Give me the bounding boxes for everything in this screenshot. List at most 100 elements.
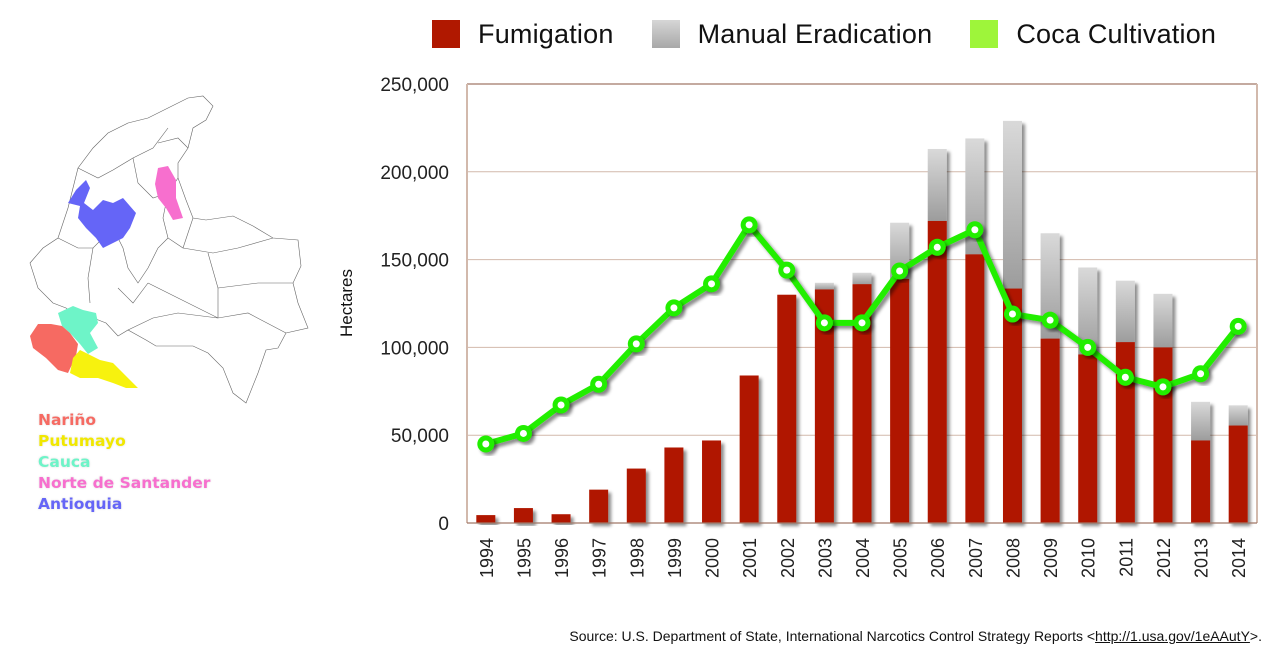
x-tick-label: 2011 bbox=[1116, 538, 1136, 577]
source-prefix: Source: U.S. Department of State, Intern… bbox=[569, 628, 1096, 644]
coca-point-2000 bbox=[703, 275, 721, 293]
x-tick-label: 2008 bbox=[1003, 538, 1023, 578]
bar-stack-2014 bbox=[1228, 405, 1248, 523]
map-outline bbox=[29, 95, 309, 404]
coca-point-2005 bbox=[891, 262, 909, 280]
bar-stack-2006 bbox=[927, 148, 947, 523]
bar-fumigation bbox=[1115, 342, 1135, 523]
coca-point-2013 bbox=[1192, 365, 1210, 383]
bar-fumigation bbox=[1078, 354, 1098, 523]
plot-frame bbox=[466, 83, 1258, 524]
coca-point-center bbox=[1121, 373, 1129, 381]
x-axis-ticks: 1994 1995 1996 1997 1998 1999 2000 2001 2002 2003… bbox=[477, 538, 1249, 578]
region-cauca bbox=[58, 306, 98, 354]
legend-item-manual-eradication: Manual Eradication bbox=[651, 18, 933, 50]
map-legend-narino: Nariño bbox=[38, 411, 97, 429]
bar-stack-2008 bbox=[1002, 120, 1022, 523]
bar-stack-2010 bbox=[1078, 267, 1098, 523]
region-antioquia bbox=[68, 180, 136, 248]
coca-point-center bbox=[971, 226, 979, 234]
coca-point-1995 bbox=[514, 424, 532, 442]
y-tick-label: 200,000 bbox=[380, 163, 449, 184]
y-tick-label: 50,000 bbox=[391, 426, 449, 447]
bar-stack-1997 bbox=[589, 489, 609, 523]
coca-point-1999 bbox=[665, 299, 683, 317]
bar-stack-1994 bbox=[476, 515, 496, 523]
coca-point-center bbox=[896, 267, 904, 275]
bar-stack-2000 bbox=[702, 440, 722, 523]
legend-label: Manual Eradication bbox=[697, 18, 933, 49]
bar-stack-2009 bbox=[1040, 233, 1060, 523]
bar-stack-1998 bbox=[626, 468, 646, 523]
x-tick-label: 1999 bbox=[665, 538, 685, 578]
coca-point-2011 bbox=[1116, 368, 1134, 386]
coca-point-2007 bbox=[966, 221, 984, 239]
y-tick-label: 100,000 bbox=[380, 338, 449, 359]
x-tick-label: 2005 bbox=[891, 538, 911, 578]
map-legend-antioquia: Antioquia bbox=[38, 495, 123, 513]
y-tick-label: 150,000 bbox=[380, 251, 449, 272]
colombia-map bbox=[29, 95, 309, 404]
x-tick-label: 1996 bbox=[552, 538, 572, 578]
legend-item-coca-cultivation: Coca Cultivation bbox=[970, 19, 1216, 50]
bar-stack-2003 bbox=[814, 282, 834, 523]
bar-stack-2001 bbox=[739, 375, 759, 523]
y-tick-label: 250,000 bbox=[380, 75, 449, 96]
bar-stack-2004 bbox=[852, 272, 872, 523]
y-axis-ticks: 0 50,000 100,000 150,000 200,000 250,000 bbox=[380, 75, 449, 535]
coca-point-center bbox=[670, 304, 678, 312]
bar-fumigation bbox=[589, 489, 609, 523]
bar-fumigation bbox=[626, 468, 646, 523]
coca-point-2008 bbox=[1003, 305, 1021, 323]
bar-manual-eradication bbox=[814, 282, 834, 290]
coca-point-center bbox=[482, 440, 490, 448]
coca-point-center bbox=[1234, 322, 1242, 330]
coca-point-2006 bbox=[928, 238, 946, 256]
bar-manual-eradication bbox=[1078, 267, 1098, 355]
coca-point-center bbox=[519, 429, 527, 437]
coca-point-center bbox=[1046, 316, 1054, 324]
bar-stack-1995 bbox=[513, 508, 533, 523]
bar-fumigation bbox=[513, 508, 533, 523]
coca-point-center bbox=[557, 401, 565, 409]
coca-point-center bbox=[632, 340, 640, 348]
coca-point-1994 bbox=[477, 435, 495, 453]
legend-swatch-fumigation bbox=[432, 20, 460, 48]
bar-fumigation bbox=[1153, 347, 1173, 523]
source-link[interactable]: http://1.usa.gov/1eAAutY bbox=[1095, 628, 1250, 644]
bar-stack-1999 bbox=[664, 447, 684, 523]
source-note: Source: U.S. Department of State, Intern… bbox=[569, 628, 1262, 644]
bar-fumigation bbox=[1228, 425, 1248, 523]
x-tick-label: 1994 bbox=[477, 538, 497, 578]
coca-point-center bbox=[1197, 370, 1205, 378]
bar-fumigation bbox=[476, 515, 496, 523]
y-axis-label: Hectares bbox=[337, 269, 356, 337]
bar-manual-eradication bbox=[1002, 120, 1022, 289]
bar-fumigation bbox=[927, 220, 947, 523]
x-tick-label: 2010 bbox=[1079, 538, 1099, 578]
legend-swatch-coca-cultivation bbox=[970, 20, 999, 48]
bar-fumigation bbox=[739, 375, 759, 523]
x-tick-label: 2003 bbox=[815, 538, 835, 578]
coca-point-2012 bbox=[1154, 378, 1172, 396]
bar-fumigation bbox=[702, 440, 722, 523]
coca-point-2002 bbox=[778, 261, 796, 279]
x-tick-label: 2006 bbox=[928, 538, 948, 578]
coca-point-center bbox=[783, 266, 791, 274]
legend-label: Fumigation bbox=[478, 18, 614, 49]
coca-line bbox=[477, 216, 1247, 453]
y-tick-label: 0 bbox=[438, 514, 449, 535]
coca-point-center bbox=[933, 243, 941, 251]
coca-point-center bbox=[1008, 310, 1016, 318]
x-tick-label: 2013 bbox=[1192, 538, 1212, 578]
coca-point-center bbox=[858, 319, 866, 327]
map-legend-norte-de-santander: Norte de Santander bbox=[38, 474, 211, 492]
bar-stack-2012 bbox=[1153, 293, 1173, 523]
x-tick-label: 2004 bbox=[853, 538, 873, 578]
bar-manual-eradication bbox=[1040, 233, 1060, 339]
x-tick-label: 1998 bbox=[627, 538, 647, 578]
coca-point-center bbox=[708, 280, 716, 288]
bar-stack-1996 bbox=[551, 514, 571, 523]
region-putumayo bbox=[70, 350, 138, 388]
coca-point-center bbox=[745, 221, 753, 229]
